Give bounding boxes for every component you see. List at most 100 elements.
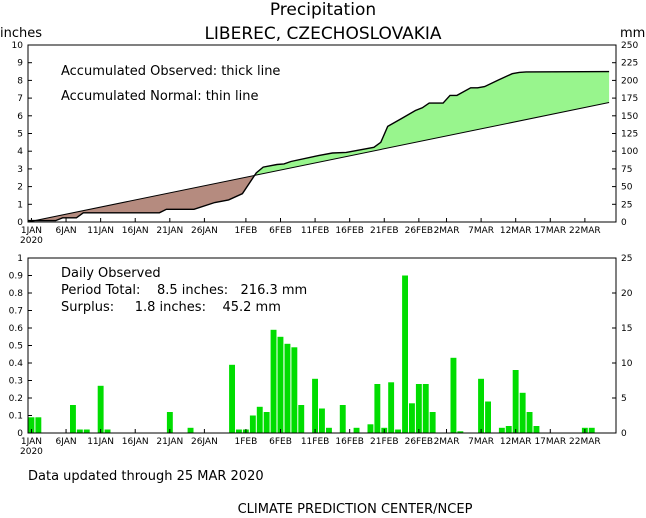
bottom-y-left-tick-label-4: 0.4: [9, 359, 24, 369]
bottom-y-right-tick-label-1: 5: [621, 394, 627, 404]
top-y-right-tick-label-3: 75: [621, 165, 632, 175]
bottom-y-left-tick-label-1: 0.1: [9, 412, 23, 422]
bottom-y-axis-left: 0 0.1 0.2 0.3 0.4 0.5 0.6 0.7 0.8 0.9 1: [9, 254, 32, 439]
daily-bar-29: [395, 429, 401, 433]
daily-bar-1: [35, 417, 42, 434]
daily-bar-26: [374, 384, 381, 433]
top-y-axis-right: 0 25 50 75 100 125 150 175 200 225 250: [612, 41, 638, 228]
daily-bar-22: [326, 427, 332, 434]
top-x-tick-label-14: 12MAR: [500, 226, 532, 236]
top-y-right-tick-label-0: 0: [621, 218, 627, 228]
top-y-right-tick-label-2: 50: [621, 183, 633, 193]
daily-bar-42: [519, 392, 526, 434]
daily-precipitation-chart: 0 0.1 0.2 0.3 0.4 0.5 0.6 0.7 0.8 0.9 1 0 5 10 15 20 25…: [9, 254, 633, 457]
daily-bar-39: [498, 427, 505, 434]
y-axis-label-left: inches: [0, 26, 42, 41]
bottom-x-tick-label-8: 11FEB: [301, 437, 330, 447]
top-y-left-tick-label-6: 6: [17, 112, 23, 122]
daily-bar-38: [485, 401, 491, 433]
top-y-left-tick-label-9: 9: [17, 59, 23, 69]
observed-legend-note: Accumulated Observed: thick line: [61, 64, 280, 79]
top-y-left-tick-label-0: 0: [17, 218, 23, 228]
top-y-right-tick-label-1: 25: [621, 200, 632, 210]
chart-title: Precipitation: [270, 0, 376, 20]
bottom-x-tick-label-4: 21JAN: [156, 437, 183, 447]
bottom-x-tick-label-14: 12MAR: [500, 437, 532, 447]
bottom-y-left-tick-label-3: 0.3: [9, 377, 23, 387]
daily-bar-34: [429, 412, 436, 433]
bottom-x-tick-label-3: 16JAN: [122, 437, 149, 447]
daily-bars: [28, 275, 595, 434]
daily-bar-4: [83, 429, 90, 433]
daily-bar-0: [28, 417, 35, 434]
bottom-y-left-tick-label-8: 0.8: [9, 289, 24, 299]
top-x-tick-label-11: 26FEB: [405, 226, 434, 236]
top-y-right-tick-label-4: 100: [621, 147, 638, 157]
daily-bar-36: [457, 431, 464, 434]
accumulated-precipitation-chart: Precipitation LIBEREC, CZECHOSLOVAKIA in…: [0, 0, 645, 246]
top-x-tick-label-12: 2MAR: [434, 226, 460, 236]
bottom-x-tick-label-6: 1FEB: [235, 437, 258, 447]
bottom-y-right-tick-label-5: 25: [621, 254, 632, 264]
top-x-tick-label-10: 21FEB: [370, 226, 399, 236]
observed-line: [28, 70, 610, 222]
bottom-y-left-tick-label-0: 0: [17, 429, 23, 439]
daily-bar-24: [353, 427, 360, 434]
top-x-year-label: 2020: [20, 236, 43, 246]
top-x-tick-label-15: 17MAR: [534, 226, 566, 236]
bottom-x-tick-label-1: 6JAN: [55, 437, 76, 447]
bottom-x-tick-label-15: 17MAR: [534, 437, 566, 447]
daily-bar-32: [415, 384, 422, 433]
bottom-y-left-tick-label-7: 0.7: [9, 307, 23, 317]
period-total-label: Period Total: 8.5 inches: 216.3 mm: [61, 283, 307, 298]
daily-bar-46: [588, 427, 595, 434]
daily-bar-21: [319, 408, 325, 433]
bottom-x-tick-label-13: 7MAR: [468, 437, 494, 447]
daily-bar-18: [291, 347, 298, 434]
top-x-tick-label-5: 26JAN: [191, 226, 218, 236]
bottom-y-left-tick-label-9: 0.9: [9, 272, 24, 282]
top-x-tick-label-8: 11FEB: [301, 226, 330, 236]
bottom-y-left-tick-label-6: 0.6: [9, 324, 24, 334]
daily-bar-3: [76, 429, 83, 433]
daily-bar-40: [505, 426, 512, 433]
top-y-left-tick-label-4: 4: [17, 147, 23, 157]
bottom-y-left-tick-label-2: 0.2: [9, 394, 23, 404]
top-y-left-tick-label-3: 3: [17, 165, 23, 175]
top-x-tick-label-9: 16FEB: [335, 226, 364, 236]
chart-subtitle: LIBEREC, CZECHOSLOVAKIA: [204, 24, 441, 44]
top-x-tick-label-2: 11JAN: [87, 226, 114, 236]
top-x-tick-label-1: 6JAN: [55, 226, 76, 236]
data-updated-note: Data updated through 25 MAR 2020: [28, 469, 264, 484]
top-y-left-tick-label-5: 5: [17, 130, 23, 140]
daily-bar-35: [450, 357, 457, 434]
daily-bar-2: [70, 405, 76, 433]
daily-bar-19: [298, 405, 305, 433]
surplus-label: Surplus: 1.8 inches: 45.2 mm: [61, 300, 281, 315]
top-y-right-tick-label-5: 125: [621, 130, 638, 140]
top-y-right-tick-label-6: 150: [621, 112, 638, 122]
credit-footer: CLIMATE PREDICTION CENTER/NCEP: [238, 502, 473, 517]
bottom-x-tick-label-2: 11JAN: [87, 437, 114, 447]
top-x-tick-label-13: 7MAR: [468, 226, 494, 236]
top-y-right-tick-label-10: 250: [621, 41, 638, 51]
bottom-x-tick-label-10: 21FEB: [370, 437, 399, 447]
daily-bar-6: [104, 429, 111, 433]
bottom-y-right-tick-label-2: 10: [621, 359, 633, 369]
daily-bar-5: [97, 385, 104, 434]
top-y-axis-left: 0 1 2 3 4 5 6 7 8 9 10: [12, 41, 32, 228]
bottom-y-right-tick-label-4: 20: [621, 289, 633, 299]
bottom-x-tick-label-11: 26FEB: [405, 437, 434, 447]
daily-bar-13: [256, 406, 263, 434]
top-x-tick-label-6: 1FEB: [235, 226, 258, 236]
top-x-tick-label-7: 6FEB: [269, 226, 292, 236]
top-y-left-tick-label-2: 2: [17, 183, 23, 193]
daily-bar-17: [284, 343, 291, 434]
top-x-tick-label-4: 21JAN: [156, 226, 183, 236]
bottom-y-right-tick-label-0: 0: [621, 429, 627, 439]
daily-bar-28: [388, 382, 395, 434]
bottom-y-right-tick-label-3: 15: [621, 324, 632, 334]
